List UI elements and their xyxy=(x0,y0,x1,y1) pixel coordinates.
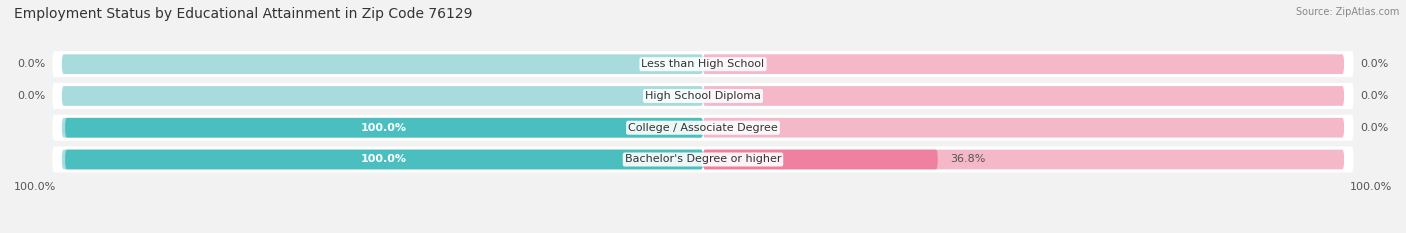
Text: High School Diploma: High School Diploma xyxy=(645,91,761,101)
FancyBboxPatch shape xyxy=(52,83,1354,109)
Text: 36.8%: 36.8% xyxy=(950,154,986,164)
FancyBboxPatch shape xyxy=(703,150,938,169)
Text: 100.0%: 100.0% xyxy=(1350,182,1392,192)
FancyBboxPatch shape xyxy=(62,86,703,106)
Text: 100.0%: 100.0% xyxy=(361,123,408,133)
FancyBboxPatch shape xyxy=(52,147,1354,172)
FancyBboxPatch shape xyxy=(703,86,1344,106)
Text: 100.0%: 100.0% xyxy=(14,182,56,192)
FancyBboxPatch shape xyxy=(62,150,703,169)
FancyBboxPatch shape xyxy=(703,54,1344,74)
Text: Bachelor's Degree or higher: Bachelor's Degree or higher xyxy=(624,154,782,164)
Text: College / Associate Degree: College / Associate Degree xyxy=(628,123,778,133)
FancyBboxPatch shape xyxy=(62,118,703,137)
FancyBboxPatch shape xyxy=(52,115,1354,141)
Text: Less than High School: Less than High School xyxy=(641,59,765,69)
FancyBboxPatch shape xyxy=(52,51,1354,77)
Text: 0.0%: 0.0% xyxy=(1360,91,1388,101)
FancyBboxPatch shape xyxy=(703,118,1344,137)
Text: Source: ZipAtlas.com: Source: ZipAtlas.com xyxy=(1295,7,1399,17)
Text: 0.0%: 0.0% xyxy=(1360,59,1388,69)
Text: Employment Status by Educational Attainment in Zip Code 76129: Employment Status by Educational Attainm… xyxy=(14,7,472,21)
Text: 0.0%: 0.0% xyxy=(18,59,46,69)
FancyBboxPatch shape xyxy=(65,150,703,169)
Text: 0.0%: 0.0% xyxy=(1360,123,1388,133)
FancyBboxPatch shape xyxy=(703,150,1344,169)
FancyBboxPatch shape xyxy=(62,54,703,74)
FancyBboxPatch shape xyxy=(65,118,703,137)
Text: 0.0%: 0.0% xyxy=(18,91,46,101)
Text: 100.0%: 100.0% xyxy=(361,154,408,164)
